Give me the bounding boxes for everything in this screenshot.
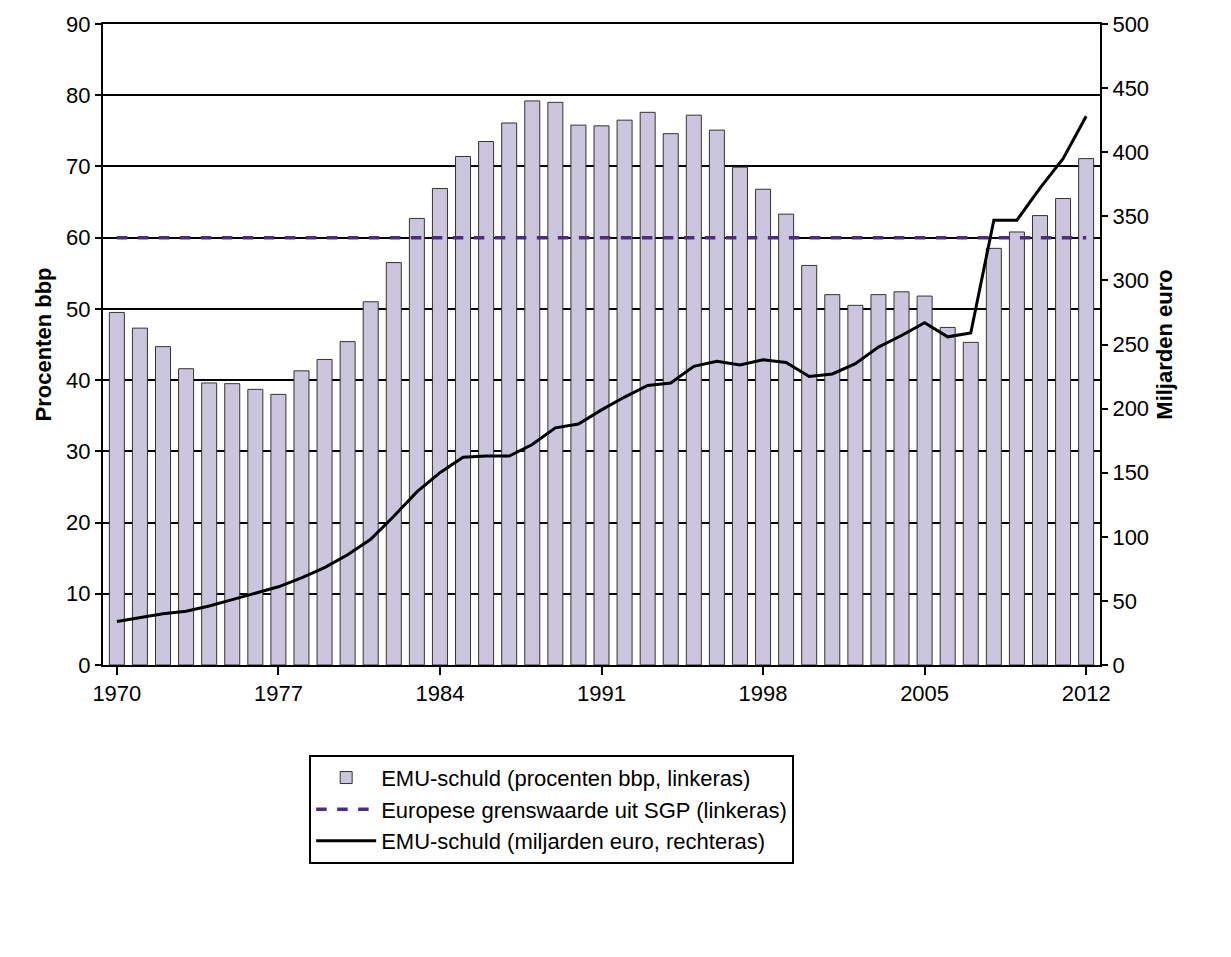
svg-text:500: 500 [1112, 12, 1149, 37]
svg-text:70: 70 [66, 154, 90, 179]
svg-text:60: 60 [66, 225, 90, 250]
svg-text:0: 0 [78, 653, 90, 678]
svg-text:2012: 2012 [1062, 681, 1111, 706]
svg-text:400: 400 [1112, 140, 1149, 165]
svg-text:Procenten bbp: Procenten bbp [31, 267, 56, 421]
svg-text:150: 150 [1112, 460, 1149, 485]
svg-text:1991: 1991 [577, 681, 626, 706]
svg-text:50: 50 [1112, 589, 1136, 614]
svg-text:350: 350 [1112, 204, 1149, 229]
svg-text:1984: 1984 [415, 681, 464, 706]
svg-text:1970: 1970 [92, 681, 141, 706]
svg-text:EMU-schuld (miljarden euro, re: EMU-schuld (miljarden euro, rechteras) [381, 829, 765, 854]
svg-text:2005: 2005 [900, 681, 949, 706]
svg-text:40: 40 [66, 368, 90, 393]
svg-text:EMU-schuld (procenten bbp, lin: EMU-schuld (procenten bbp, linkeras) [381, 766, 750, 791]
svg-text:300: 300 [1112, 268, 1149, 293]
svg-text:Miljarden euro: Miljarden euro [1152, 269, 1177, 419]
svg-text:10: 10 [66, 581, 90, 606]
svg-text:Europese grenswaarde uit SGP (: Europese grenswaarde uit SGP (linkeras) [381, 798, 787, 823]
svg-text:1998: 1998 [739, 681, 788, 706]
svg-text:1977: 1977 [254, 681, 303, 706]
svg-text:90: 90 [66, 12, 90, 37]
svg-text:450: 450 [1112, 76, 1149, 101]
svg-text:20: 20 [66, 510, 90, 535]
svg-text:200: 200 [1112, 396, 1149, 421]
svg-text:30: 30 [66, 439, 90, 464]
svg-text:80: 80 [66, 83, 90, 108]
svg-text:250: 250 [1112, 332, 1149, 357]
svg-text:100: 100 [1112, 525, 1149, 550]
svg-text:50: 50 [66, 297, 90, 322]
svg-text:0: 0 [1112, 653, 1124, 678]
